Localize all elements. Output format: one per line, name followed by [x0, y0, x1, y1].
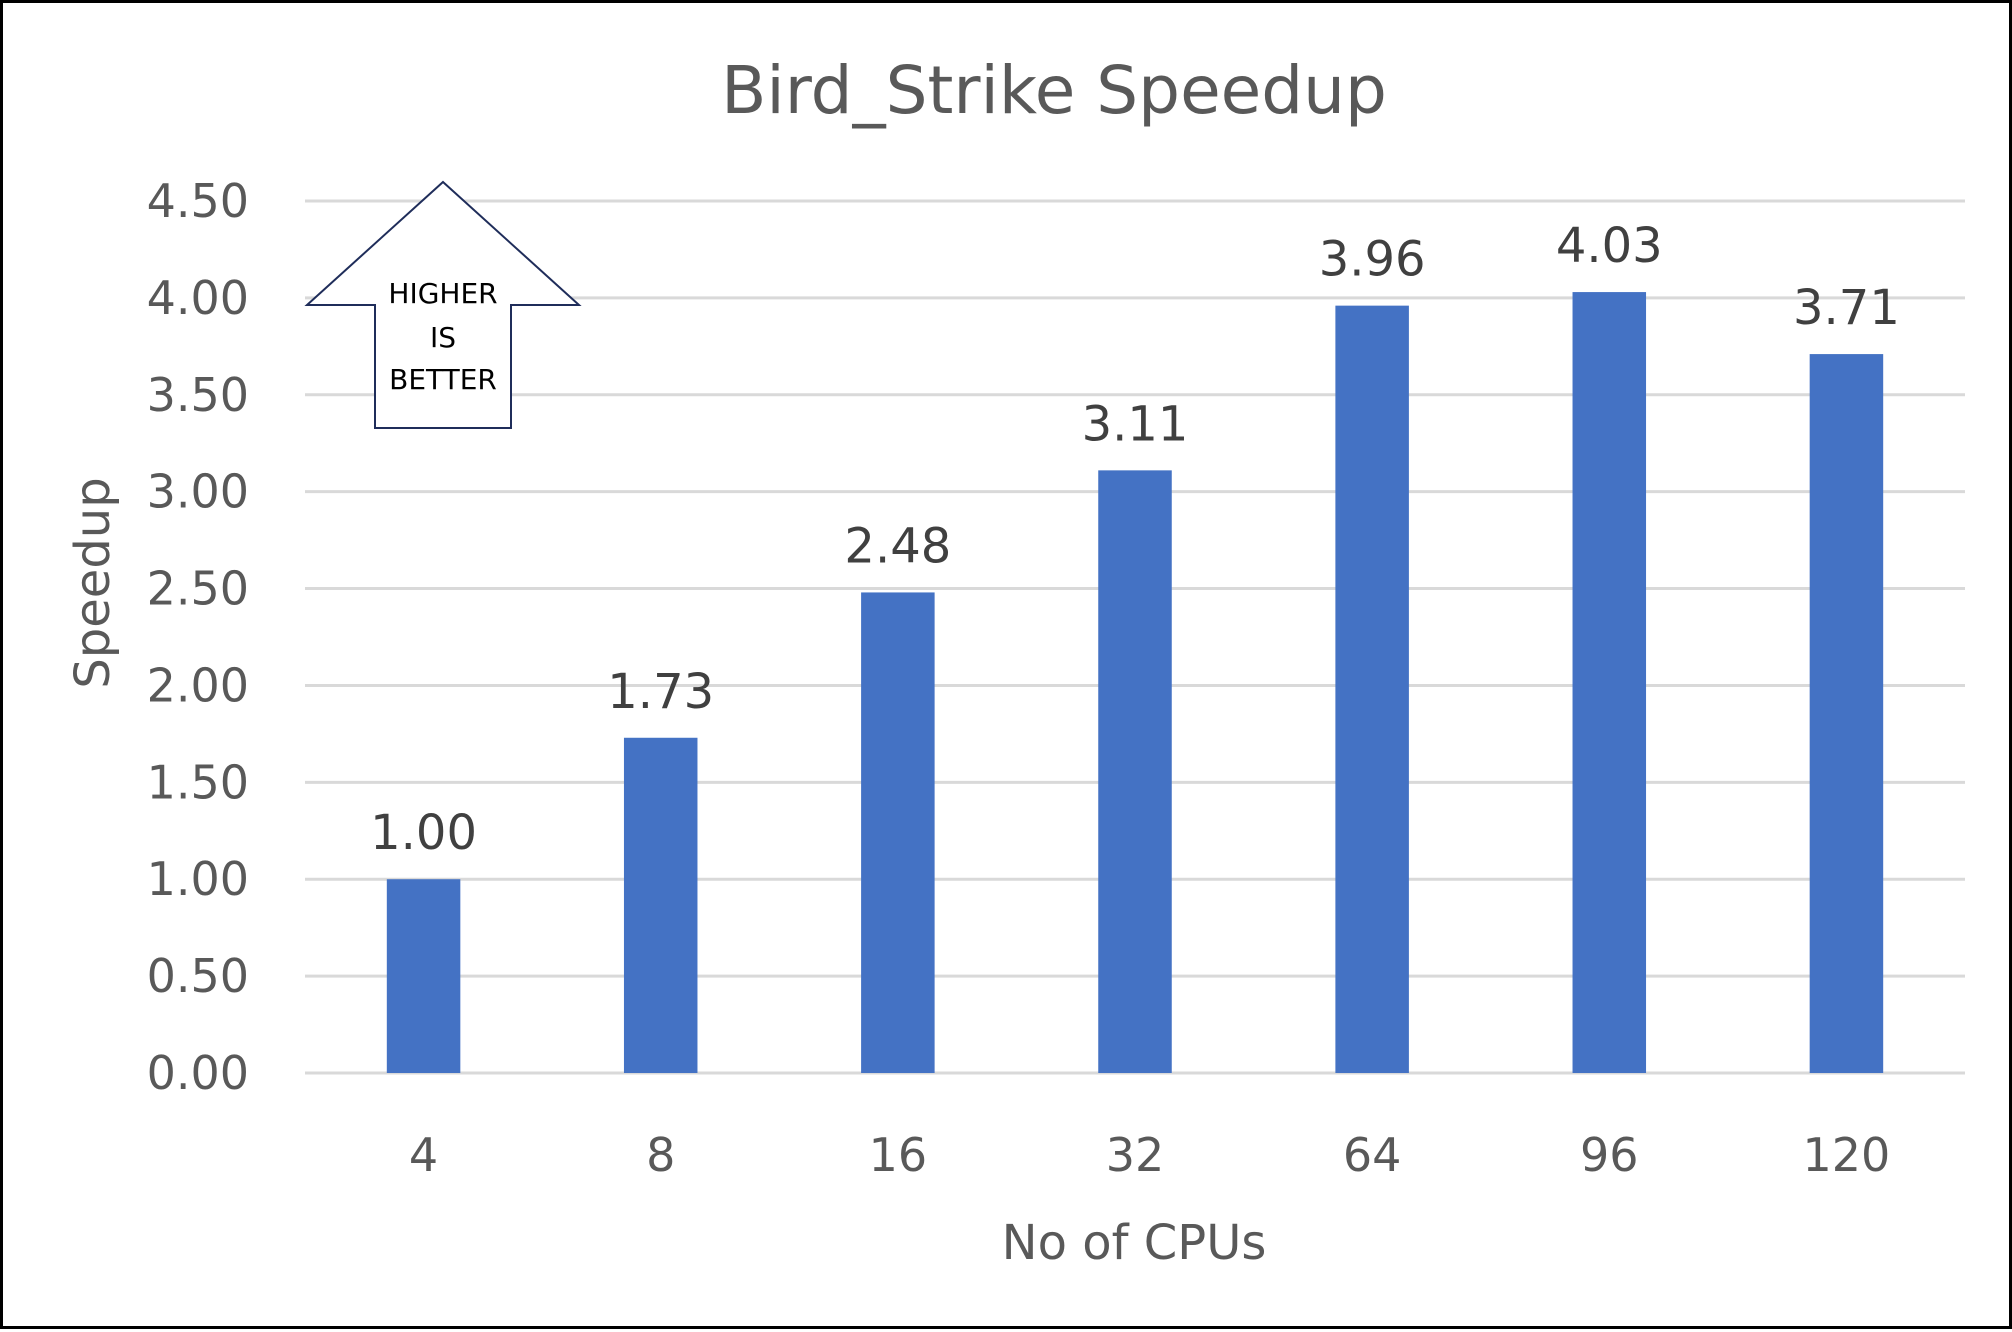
- y-tick-label: 1.00: [147, 852, 249, 906]
- data-labels: 1.00 1.73 2.48 3.11 3.96 4.03 3.71: [370, 218, 1900, 861]
- data-label: 3.71: [1793, 280, 1900, 336]
- data-label: 1.73: [607, 664, 714, 720]
- bar-120: [1809, 354, 1884, 1073]
- x-tick-label: 96: [1580, 1128, 1639, 1182]
- up-arrow-icon: [304, 180, 582, 429]
- bar-8: [623, 737, 698, 1073]
- bar-chart: Bird_Strike Speedup 0.00 0.50 1.00 1.50 2.00…: [65, 52, 1965, 1271]
- callout-line-1: HIGHER: [388, 277, 497, 310]
- chart-title: Bird_Strike Speedup: [721, 52, 1387, 129]
- y-tick-label: 4.00: [147, 271, 249, 325]
- y-tick-label: 1.50: [147, 755, 249, 809]
- bar-16: [861, 592, 935, 1073]
- y-tick-label: 3.00: [147, 465, 249, 519]
- y-tick-label: 4.50: [147, 174, 249, 228]
- data-label: 1.00: [370, 805, 477, 861]
- data-label: 2.48: [844, 518, 951, 574]
- y-tick-label: 0.00: [147, 1046, 249, 1100]
- bar-4: [386, 879, 461, 1073]
- x-tick-label: 32: [1106, 1128, 1165, 1182]
- data-label: 4.03: [1556, 218, 1663, 274]
- y-tick-label: 2.50: [147, 562, 249, 616]
- x-tick-label: 16: [869, 1128, 928, 1182]
- bar-64: [1335, 305, 1409, 1073]
- bar-96: [1572, 292, 1647, 1073]
- y-tick-label: 0.50: [147, 949, 249, 1003]
- higher-is-better-callout: HIGHER IS BETTER: [304, 180, 582, 429]
- bar-32: [1098, 470, 1172, 1074]
- bars: [386, 292, 1884, 1074]
- y-tick-label: 2.00: [147, 658, 249, 712]
- x-tick-label: 120: [1803, 1128, 1891, 1182]
- callout-line-2: IS: [430, 321, 456, 354]
- callout-line-3: BETTER: [389, 363, 497, 396]
- data-label: 3.96: [1319, 232, 1426, 288]
- x-tick-label: 8: [646, 1128, 675, 1182]
- y-axis-title: Speedup: [65, 477, 121, 688]
- x-axis-ticks: 4 8 16 32 64 96 120: [409, 1128, 1890, 1182]
- x-tick-label: 4: [409, 1128, 438, 1182]
- x-axis-title: No of CPUs: [1002, 1215, 1267, 1271]
- y-tick-label: 3.50: [147, 368, 249, 422]
- x-tick-label: 64: [1343, 1128, 1402, 1182]
- y-axis-ticks: 0.00 0.50 1.00 1.50 2.00 2.50 3.00 3.50 4.00 4.50: [147, 174, 249, 1100]
- data-label: 3.11: [1082, 396, 1189, 452]
